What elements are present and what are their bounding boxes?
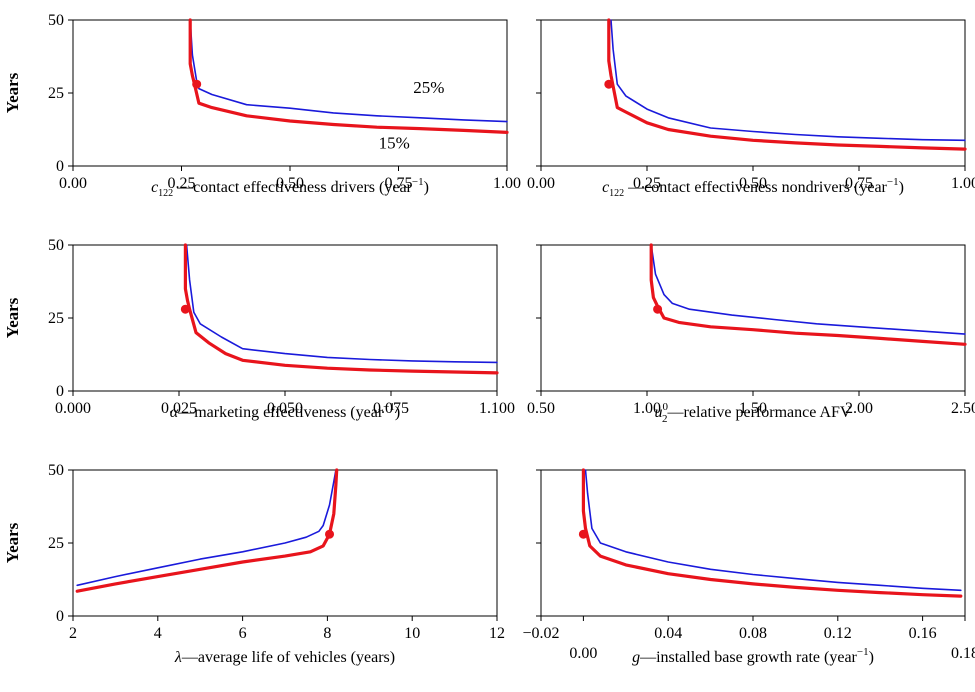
y-tick-label: 50	[48, 12, 64, 29]
series-line-25pct	[185, 244, 498, 364]
series-line-25pct	[189, 19, 508, 123]
chart-panel-6: −0.02 0.04 0.08 0.12 0.16 0.00 0.18 g—installed…	[522, 468, 975, 666]
series-line-15pct	[649, 243, 967, 346]
plot-frame	[540, 19, 966, 167]
x-tick-label: 2	[69, 625, 77, 642]
y-axis-label: Years	[3, 72, 22, 113]
x-axis-label: g—installed base growth rate (year−1)	[632, 646, 874, 666]
y-tick-label: 0	[56, 158, 64, 175]
x-tick-label: 0.25	[633, 175, 661, 192]
x-tick-label: 1.00	[951, 175, 975, 192]
series-line-25pct	[584, 469, 962, 592]
y-tick-label: 50	[48, 237, 64, 254]
x-tick-label: −0.02	[522, 625, 559, 642]
chart-panel-5: 0 25 50 2 4 6 8 10 12 Years λ—average life of vehi…	[3, 462, 505, 666]
series-line-15pct	[183, 243, 499, 375]
x-tick-label: 2.50	[951, 400, 975, 417]
y-axis-label: Years	[3, 297, 22, 338]
x-axis-label: c122 —contact effectiveness nondrivers (…	[602, 176, 904, 199]
y-tick-label: 25	[48, 85, 64, 102]
x-tick-label: 0.000	[55, 400, 91, 417]
series-line-15pct	[188, 18, 509, 134]
x-tick-label: 0.50	[739, 175, 767, 192]
x-tick-label: 0.00	[59, 175, 87, 192]
series-line-15pct	[607, 18, 967, 151]
x-tick-label: 0.00	[527, 175, 555, 192]
x-tick-label: 0.075	[373, 400, 409, 417]
chart-panel-4: 0.50 1.00 1.50 2.00 2.50 u0 2—relative perform…	[527, 243, 975, 425]
y-tick-label: 0	[56, 608, 64, 625]
base-case-marker	[192, 79, 202, 89]
series-line-15pct	[75, 468, 339, 593]
base-case-marker	[325, 529, 335, 539]
chart-panel-2: 0.00 0.25 0.50 0.75 1.00 c122 —contact effect…	[527, 18, 975, 199]
chart-panel-3: 0 25 50 0.000 0.025 0.050 0.075 1.100 Years α—mar…	[3, 237, 515, 421]
x-tick-label: 0.75	[845, 175, 873, 192]
y-tick-label: 25	[48, 310, 64, 327]
x-axis-label: c122 —contact effectiveness drivers (yea…	[151, 176, 429, 199]
x-tick-label: 1.00	[633, 400, 661, 417]
base-case-marker	[653, 304, 663, 314]
x-tick-label: 0.04	[654, 625, 682, 642]
x-tick-label: 0.12	[824, 625, 852, 642]
y-tick-label: 25	[48, 535, 64, 552]
x-axis-label: λ—average life of vehicles (years)	[174, 649, 395, 666]
y-tick-label: 0	[56, 383, 64, 400]
x-tick-label: 0.050	[267, 400, 303, 417]
y-tick-label: 50	[48, 462, 64, 479]
series-annotation: 15%	[379, 133, 410, 152]
x-tick-label: 0.25	[168, 175, 196, 192]
x-tick-label: 0.75	[385, 175, 413, 192]
x-tick-label: 0.18	[951, 645, 975, 662]
base-case-marker	[578, 529, 588, 539]
x-tick-label: 10	[404, 625, 420, 642]
base-case-marker	[180, 304, 190, 314]
x-tick-label: 0.025	[161, 400, 197, 417]
x-tick-label: 6	[239, 625, 247, 642]
series-line-25pct	[650, 244, 966, 335]
x-tick-label: 1.00	[493, 175, 521, 192]
base-case-marker	[604, 79, 614, 89]
x-tick-label: 0.50	[527, 400, 555, 417]
series-annotation: 25%	[413, 78, 444, 97]
x-axis-label: u0 2—relative performance AFV	[655, 401, 852, 425]
x-tick-label: 0.50	[276, 175, 304, 192]
x-tick-label: 8	[323, 625, 331, 642]
y-axis-label: Years	[3, 522, 22, 563]
x-tick-label: 2.00	[845, 400, 873, 417]
x-tick-label: 1.50	[739, 400, 767, 417]
plot-frame	[72, 244, 498, 392]
x-tick-label: 0.00	[569, 645, 597, 662]
chart-panel-1: 0 25 50 0.00 0.25 0.50 0.75 1.00 Years 25% 15% c122…	[3, 12, 521, 199]
x-axis-label: α—marketing effectiveness (year−1)	[170, 401, 400, 421]
x-tick-label: 12	[489, 625, 505, 642]
series-line-15pct	[581, 468, 963, 598]
series-line-25pct	[76, 469, 337, 587]
x-tick-label: 0.08	[739, 625, 767, 642]
x-tick-label: 0.16	[909, 625, 937, 642]
x-tick-label: 4	[154, 625, 162, 642]
x-tick-label: 1.100	[479, 400, 515, 417]
series-line-25pct	[610, 19, 966, 142]
